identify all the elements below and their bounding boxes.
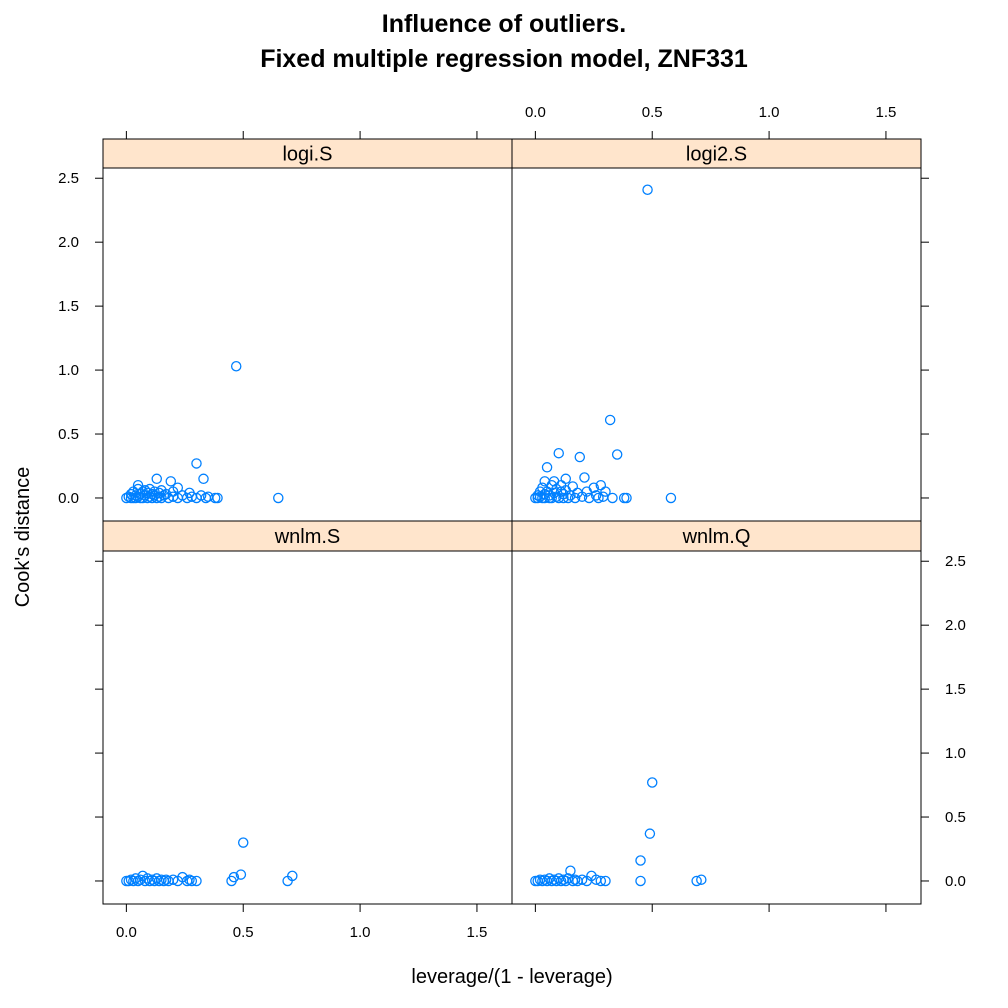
data-point bbox=[560, 473, 572, 485]
x-axis-label: leverage/(1 - leverage) bbox=[411, 966, 612, 988]
panel-frame bbox=[102, 550, 513, 905]
data-point bbox=[546, 492, 557, 504]
data-point bbox=[565, 865, 576, 877]
y-tick-label: 0.0 bbox=[945, 873, 966, 890]
data-point bbox=[665, 492, 677, 504]
data-point bbox=[184, 874, 195, 885]
y-axis-label: Cook's distance bbox=[12, 467, 34, 608]
data-point bbox=[230, 360, 242, 372]
strip-label: logi2.S bbox=[686, 144, 747, 166]
data-point bbox=[579, 472, 590, 483]
y-tick-label: 2.0 bbox=[945, 617, 966, 634]
data-point bbox=[191, 875, 202, 887]
panel-wnlm.Q: wnlm.Q bbox=[511, 520, 922, 905]
data-point bbox=[553, 447, 564, 459]
data-point bbox=[273, 492, 284, 504]
data-point bbox=[567, 481, 579, 492]
y-tick-label: 1.0 bbox=[945, 745, 966, 762]
data-point bbox=[600, 875, 611, 887]
data-point bbox=[172, 482, 184, 493]
data-point bbox=[228, 871, 240, 883]
data-point bbox=[156, 874, 167, 885]
data-point bbox=[130, 873, 141, 884]
data-point bbox=[621, 492, 632, 504]
data-point bbox=[595, 875, 607, 887]
y-tick-label: 0.5 bbox=[945, 809, 966, 826]
x-tick-label: 1.0 bbox=[759, 104, 780, 121]
x-tick-label: 0.0 bbox=[116, 924, 137, 941]
strip-label: logi.S bbox=[282, 144, 332, 166]
panel-logi2.S: logi2.S bbox=[511, 138, 922, 522]
chart-title-line-1: Influence of outliers. bbox=[382, 10, 626, 38]
data-point bbox=[593, 492, 604, 504]
data-point bbox=[562, 492, 574, 504]
panel-frame bbox=[511, 550, 922, 905]
data-point bbox=[235, 869, 247, 880]
y-tick-label: 2.0 bbox=[58, 234, 79, 251]
x-tick-label: 1.0 bbox=[350, 924, 371, 941]
y-tick-label: 1.5 bbox=[58, 298, 79, 315]
axes: 0.0 0.5 1.0 1.5 0.0 0.5 1.0 1.5 0.0 0.5 1.0 1.5 2.0 2… bbox=[58, 104, 966, 941]
strip-wnlm.S bbox=[102, 520, 513, 552]
data-point bbox=[198, 473, 209, 485]
data-point bbox=[555, 486, 567, 497]
data-point bbox=[611, 449, 623, 460]
strip-label: wnlm.S bbox=[274, 526, 341, 548]
panel-frame bbox=[511, 167, 922, 522]
data-point bbox=[541, 462, 553, 473]
data-point bbox=[151, 473, 162, 485]
x-tick-label: 0.0 bbox=[525, 104, 546, 121]
data-point bbox=[635, 855, 646, 866]
y-tick-label: 0.5 bbox=[58, 426, 79, 443]
data-point bbox=[590, 490, 602, 501]
data-point bbox=[558, 492, 569, 504]
chart-title-line-2: Fixed multiple regression model, ZNF331 bbox=[260, 45, 748, 73]
data-point bbox=[212, 492, 223, 504]
x-tick-label: 0.5 bbox=[642, 104, 663, 121]
data-point bbox=[646, 777, 658, 788]
data-point bbox=[691, 875, 702, 887]
data-point bbox=[576, 874, 588, 885]
data-point bbox=[588, 482, 600, 493]
data-point bbox=[569, 492, 581, 504]
data-point bbox=[604, 414, 616, 426]
data-point bbox=[696, 874, 707, 885]
y-tick-label: 0.0 bbox=[58, 490, 79, 507]
y-tick-label: 2.5 bbox=[58, 170, 79, 187]
strip-label: wnlm.Q bbox=[682, 526, 751, 548]
panel-frame bbox=[102, 167, 513, 522]
strip-logi.S bbox=[102, 138, 513, 169]
data-point bbox=[287, 870, 298, 882]
data-point bbox=[160, 874, 172, 885]
data-point bbox=[151, 492, 162, 504]
y-tick-label: 2.5 bbox=[945, 553, 966, 570]
data-point bbox=[644, 828, 656, 839]
data-point bbox=[600, 486, 611, 497]
data-point bbox=[165, 476, 177, 487]
x-tick-label: 1.5 bbox=[467, 924, 488, 941]
data-point bbox=[574, 451, 586, 463]
data-point bbox=[128, 875, 139, 887]
data-point bbox=[635, 875, 646, 887]
x-tick-label: 0.5 bbox=[233, 924, 254, 941]
x-tick-label: 1.5 bbox=[876, 104, 897, 121]
data-point bbox=[539, 476, 550, 487]
panel-logi.S: logi.S bbox=[102, 138, 513, 522]
data-point bbox=[555, 875, 567, 887]
data-point bbox=[607, 492, 618, 504]
panel-wnlm.S: wnlm.S bbox=[102, 520, 513, 905]
data-point bbox=[237, 837, 249, 848]
data-point bbox=[186, 875, 198, 887]
data-point bbox=[191, 458, 202, 469]
strip-wnlm.Q bbox=[511, 520, 922, 552]
data-point bbox=[569, 874, 581, 885]
data-point bbox=[642, 184, 653, 195]
y-tick-label: 1.0 bbox=[58, 362, 79, 379]
data-point bbox=[167, 874, 179, 885]
y-tick-label: 1.5 bbox=[945, 681, 966, 698]
